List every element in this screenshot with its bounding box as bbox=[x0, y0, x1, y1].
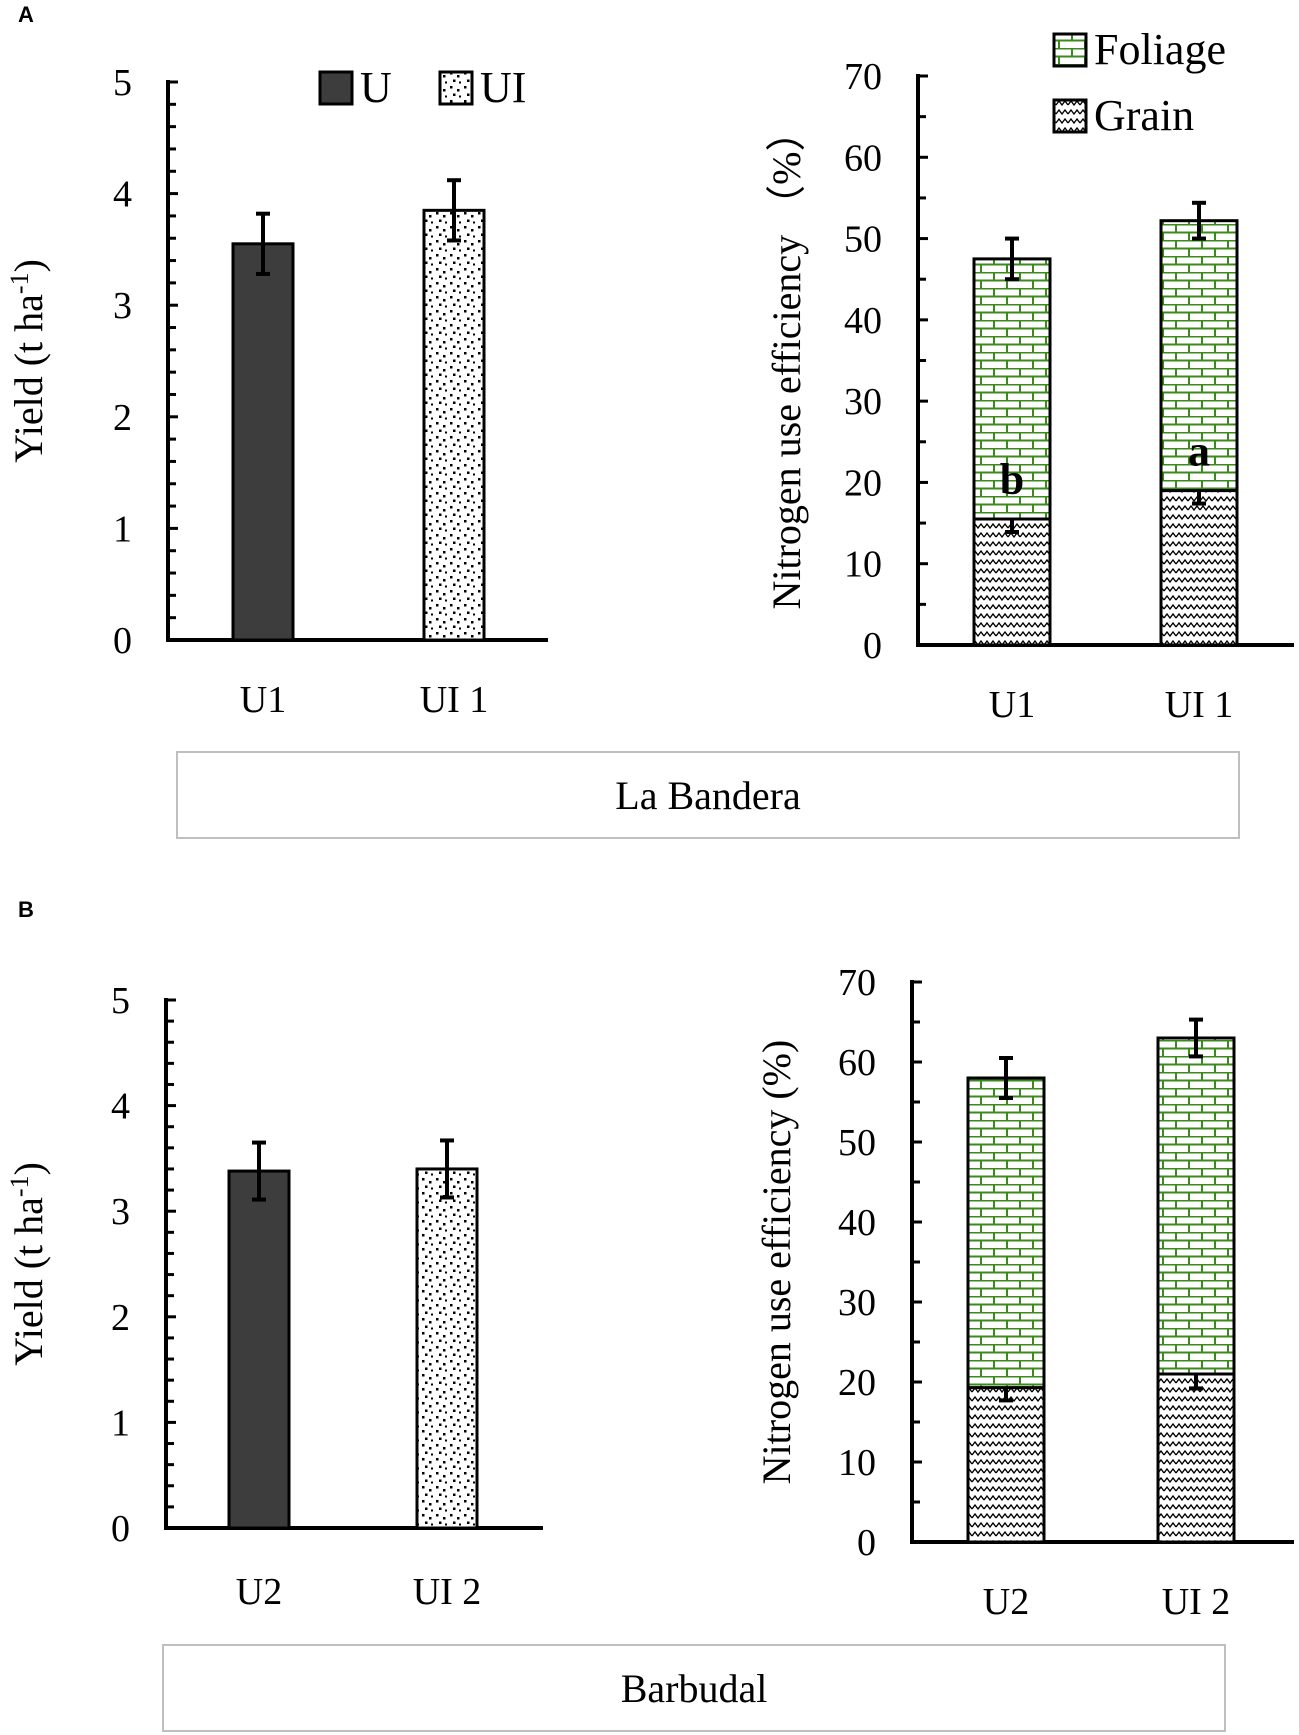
x-category-label: UI 1 bbox=[420, 679, 489, 721]
y-tick-label: 10 bbox=[838, 1442, 876, 1484]
y-tick-label: 50 bbox=[838, 1122, 876, 1164]
y-tick-label: 20 bbox=[844, 462, 882, 504]
bar-u2 bbox=[227, 1169, 291, 1530]
y-tick-label: 4 bbox=[111, 1086, 130, 1128]
site-box-la-bandera bbox=[176, 751, 1240, 839]
y-axis-title-superscript: -1 bbox=[5, 1175, 34, 1197]
y-tick-label: 2 bbox=[113, 397, 132, 439]
y-axis-title-end: ) bbox=[6, 1162, 51, 1175]
x-category-label: UI 2 bbox=[413, 1571, 482, 1613]
y-tick-label: 2 bbox=[111, 1297, 130, 1339]
nue-chart-la-bandera: 0 10 20 30 40 50 60 70 Nitrogen use efficiency （… bbox=[764, 25, 1294, 726]
nue-chart-barbudal: 0 10 20 30 40 50 60 70 Nitrogen use efficiency (… bbox=[754, 962, 1294, 1623]
y-tick-label: 0 bbox=[113, 620, 132, 662]
y-tick-label: 60 bbox=[838, 1042, 876, 1084]
y-tick-label: 4 bbox=[113, 174, 132, 216]
y-tick-label: 30 bbox=[838, 1282, 876, 1324]
legend-grain-label: Grain bbox=[1094, 91, 1194, 140]
bar-segment-foliage-ui2 bbox=[1156, 1036, 1236, 1376]
legend-u-label: U bbox=[360, 63, 392, 112]
y-tick-label: 40 bbox=[838, 1202, 876, 1244]
yield-chart-barbudal: 0 1 2 3 4 5 Yield (t ha-1) U2 UI 2 bbox=[5, 980, 543, 1613]
y-tick-label: 30 bbox=[844, 381, 882, 423]
x-category-label: U1 bbox=[989, 684, 1035, 726]
bar-segment-grain-ui1 bbox=[1159, 489, 1239, 647]
y-tick-label: 20 bbox=[838, 1362, 876, 1404]
legend-grain-swatch bbox=[1052, 98, 1088, 134]
y-tick-label: 60 bbox=[844, 137, 882, 179]
legend-ui-swatch bbox=[438, 70, 474, 106]
significance-letter: a bbox=[1188, 427, 1210, 476]
yield-chart-la-bandera: 0 1 2 3 4 5 Yield (t ha-1) U1 UI 1 U UI bbox=[5, 62, 548, 721]
bar-segment-grain-u2 bbox=[966, 1386, 1046, 1544]
y-tick-label: 10 bbox=[844, 544, 882, 586]
x-category-label: U1 bbox=[240, 679, 286, 721]
y-tick-label: 3 bbox=[113, 285, 132, 327]
legend-foliage-label: Foliage bbox=[1094, 25, 1226, 74]
y-axis-title: Nitrogen use efficiency （%） bbox=[764, 112, 809, 610]
y-axis-title-end: ) bbox=[6, 259, 51, 272]
site-label-barbudal: Barbudal bbox=[621, 1666, 768, 1711]
bar-segment-grain-ui2 bbox=[1156, 1372, 1236, 1544]
legend-ui-label: UI bbox=[480, 63, 526, 112]
y-tick-label: 0 bbox=[857, 1522, 876, 1564]
y-axis-title: Yield (t ha-1) bbox=[5, 259, 52, 463]
y-tick-label: 0 bbox=[863, 625, 882, 667]
y-tick-label: 5 bbox=[111, 980, 130, 1022]
site-label-la-bandera: La Bandera bbox=[615, 773, 801, 818]
bar-ui1 bbox=[422, 208, 486, 642]
x-category-label: U2 bbox=[983, 1581, 1029, 1623]
y-axis-title: Nitrogen use efficiency (%) bbox=[754, 1040, 799, 1485]
y-tick-label: 50 bbox=[844, 219, 882, 261]
bar-segment-foliage-u2 bbox=[966, 1076, 1046, 1390]
site-box-barbudal bbox=[162, 1644, 1226, 1732]
y-tick-label: 40 bbox=[844, 300, 882, 342]
y-tick-label: 1 bbox=[113, 508, 132, 550]
y-tick-label: 70 bbox=[844, 56, 882, 98]
bar-ui2 bbox=[415, 1167, 479, 1530]
y-tick-label: 1 bbox=[111, 1402, 130, 1444]
x-category-label: U2 bbox=[236, 1571, 282, 1613]
bar-u1 bbox=[231, 242, 295, 642]
legend-foliage-swatch bbox=[1052, 32, 1088, 68]
legend-u-swatch bbox=[318, 70, 354, 106]
y-axis-title-superscript: -1 bbox=[5, 272, 34, 294]
y-tick-label: 3 bbox=[111, 1191, 130, 1233]
significance-letter: b bbox=[1000, 455, 1024, 504]
x-category-label: UI 2 bbox=[1162, 1581, 1231, 1623]
panel-letter-b: B bbox=[18, 897, 34, 922]
x-category-label: UI 1 bbox=[1165, 684, 1234, 726]
y-tick-label: 5 bbox=[113, 62, 132, 104]
y-tick-label: 70 bbox=[838, 962, 876, 1004]
bar-segment-foliage-u1 bbox=[972, 257, 1052, 521]
bar-segment-grain-u1 bbox=[972, 517, 1052, 647]
y-axis-title: Yield (t ha-1) bbox=[5, 1162, 52, 1366]
y-tick-label: 0 bbox=[111, 1508, 130, 1550]
panel-letter-a: A bbox=[18, 2, 34, 27]
